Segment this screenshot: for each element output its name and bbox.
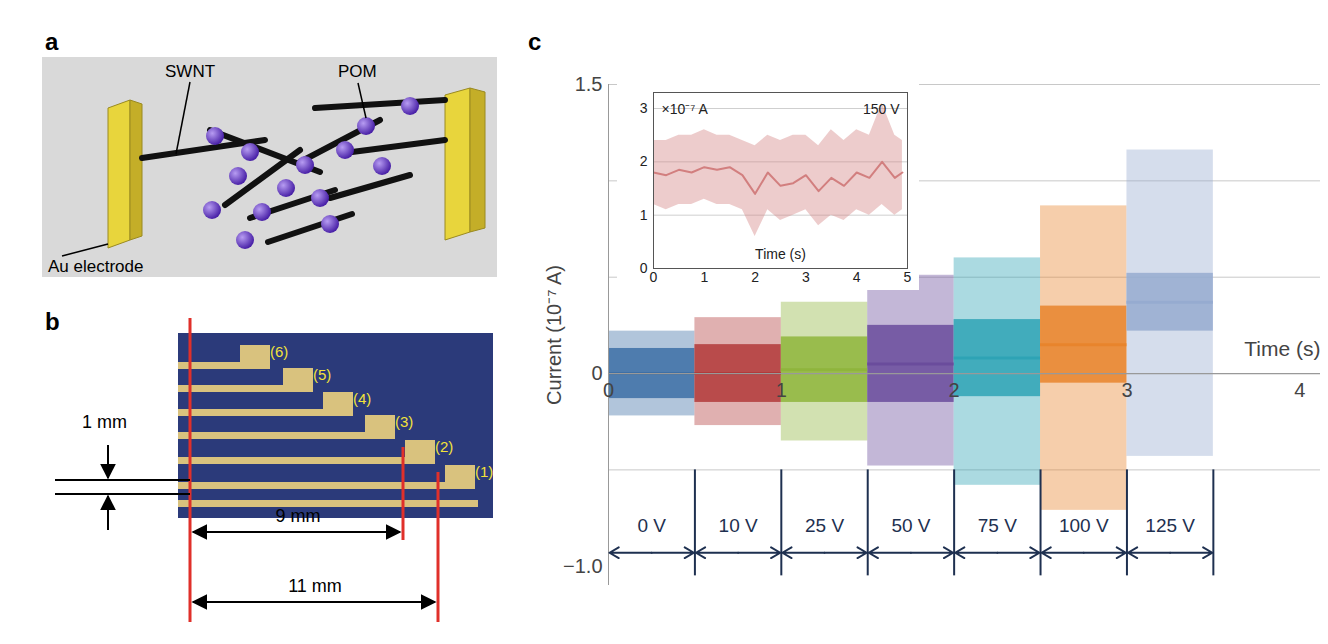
svg-text:2: 2 [640,153,648,169]
svg-text:(1): (1) [475,463,493,480]
svg-text:Current (10⁻⁷ A): Current (10⁻⁷ A) [543,265,565,405]
svg-text:3: 3 [640,100,648,116]
svg-text:a: a [45,28,59,55]
svg-text:1: 1 [700,269,708,285]
svg-text:SWNT: SWNT [165,62,215,81]
svg-text:4: 4 [853,269,861,285]
svg-text:2: 2 [949,379,960,401]
svg-text:0: 0 [591,362,602,384]
svg-text:×10⁻⁷ A: ×10⁻⁷ A [662,101,709,117]
svg-text:1: 1 [640,207,648,223]
svg-text:25 V: 25 V [805,515,844,536]
svg-text:3: 3 [802,269,810,285]
svg-text:4: 4 [1294,379,1305,401]
svg-text:9 mm: 9 mm [276,506,321,526]
svg-text:0: 0 [640,260,648,276]
svg-text:c: c [528,28,541,55]
svg-text:Time (s): Time (s) [1244,337,1320,360]
svg-text:(6): (6) [270,343,288,360]
svg-text:(3): (3) [395,413,413,430]
svg-text:b: b [45,308,60,335]
svg-text:(5): (5) [313,366,331,383]
svg-text:−1.0: −1.0 [563,555,602,577]
svg-text:0 V: 0 V [637,515,666,536]
svg-text:75 V: 75 V [978,515,1017,536]
svg-text:0: 0 [650,269,658,285]
svg-text:POM: POM [338,62,377,81]
svg-text:50 V: 50 V [891,515,930,536]
svg-text:3: 3 [1121,379,1132,401]
svg-text:1.5: 1.5 [575,73,603,95]
svg-text:10 V: 10 V [719,515,758,536]
svg-text:(2): (2) [435,438,453,455]
svg-text:100 V: 100 V [1059,515,1109,536]
svg-text:(4): (4) [353,390,371,407]
svg-text:Time (s): Time (s) [755,246,806,262]
svg-text:Au electrode: Au electrode [48,257,143,276]
svg-text:0: 0 [603,379,614,401]
svg-text:11 mm: 11 mm [288,576,342,596]
svg-text:1 mm: 1 mm [82,412,127,432]
svg-text:5: 5 [904,269,912,285]
svg-text:2: 2 [751,269,759,285]
svg-text:125 V: 125 V [1145,515,1195,536]
svg-text:1: 1 [776,379,787,401]
svg-text:150 V: 150 V [863,101,900,117]
